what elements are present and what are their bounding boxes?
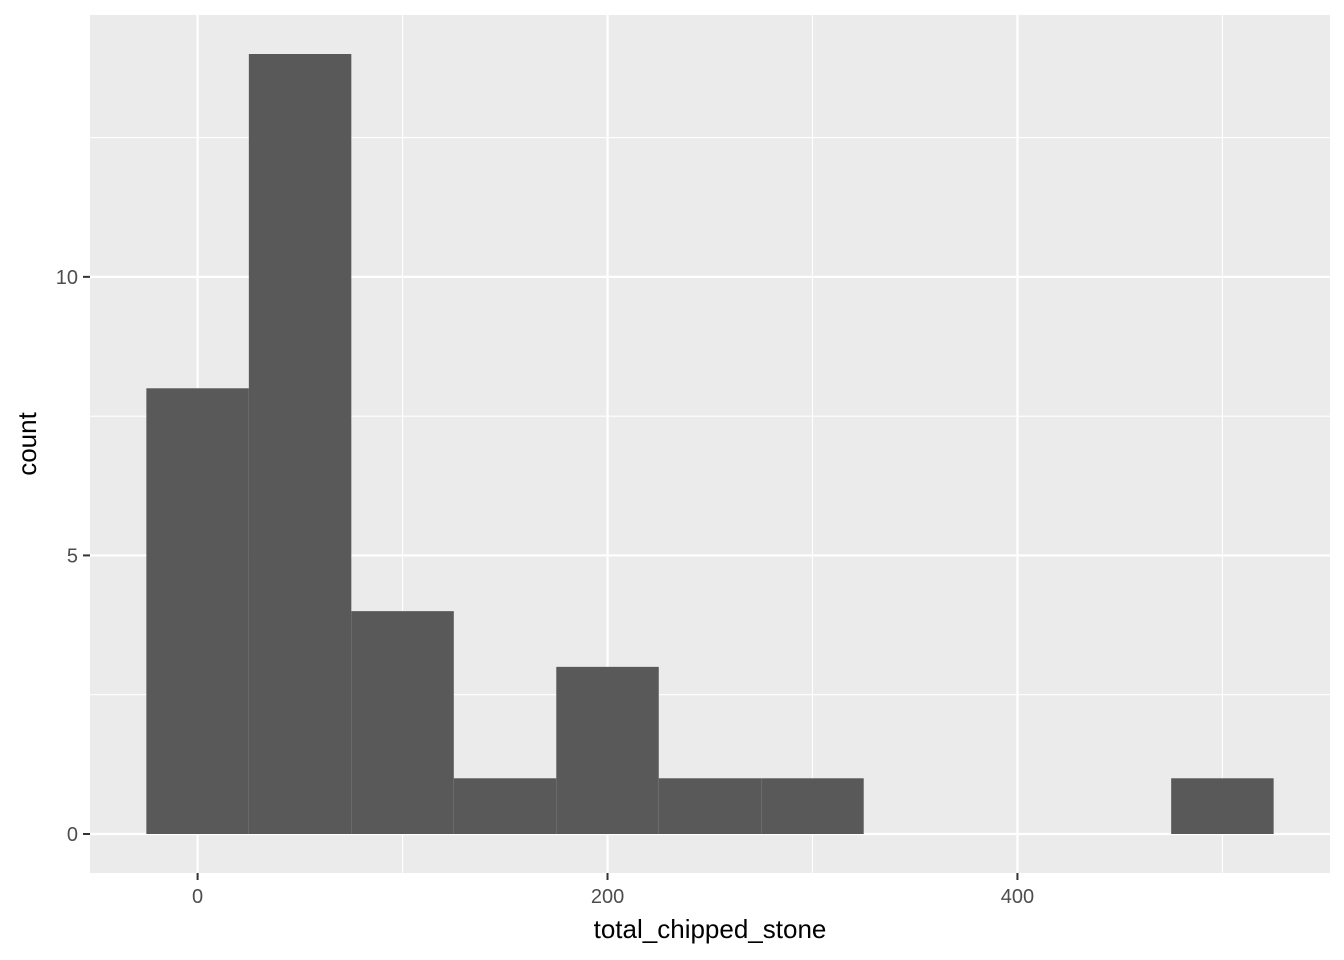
histogram-bars: [146, 54, 1274, 834]
histogram-bar: [658, 778, 762, 834]
histogram-bar: [453, 778, 557, 834]
x-axis-title: total_chipped_stone: [594, 914, 827, 944]
y-tick-label: 10: [56, 267, 78, 289]
x-tick-label: 0: [192, 886, 203, 908]
x-tick-label: 200: [591, 886, 624, 908]
y-axis: 0 5 10: [56, 267, 90, 846]
y-axis-title: count: [12, 411, 42, 475]
histogram-bar: [146, 388, 249, 834]
histogram-bar: [248, 54, 352, 834]
histogram-bar: [761, 778, 864, 834]
y-tick-label: 0: [67, 824, 78, 846]
histogram-bar: [1171, 778, 1274, 834]
x-tick-label: 400: [1001, 886, 1034, 908]
x-axis: 0 200 400: [192, 873, 1034, 908]
histogram-bar: [351, 611, 454, 834]
histogram-bar: [556, 666, 659, 834]
y-tick-label: 5: [67, 545, 78, 567]
